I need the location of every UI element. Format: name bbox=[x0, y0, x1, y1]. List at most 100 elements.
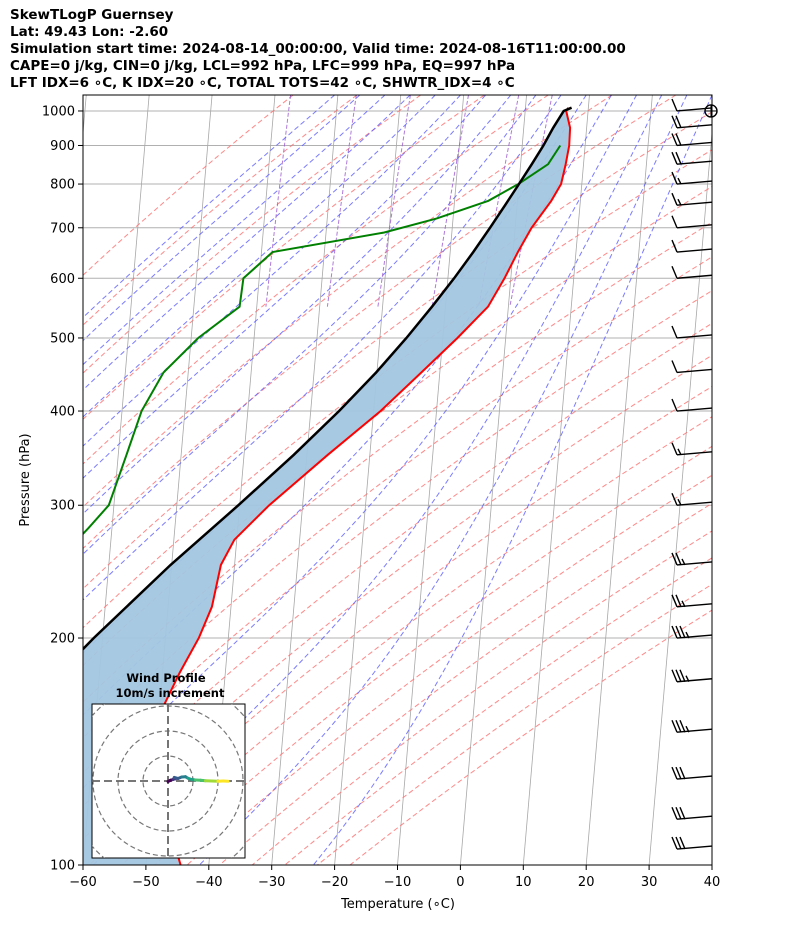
barb-flag bbox=[675, 151, 682, 165]
wind-barb bbox=[671, 192, 713, 206]
barb-half-flag bbox=[685, 631, 690, 639]
moist-adiabat-line bbox=[83, 95, 461, 447]
y-tick-label: 300 bbox=[50, 499, 75, 514]
barb-staff bbox=[676, 141, 713, 147]
barb-half-flag bbox=[677, 177, 682, 185]
barb-flag bbox=[675, 115, 682, 129]
barb-flag bbox=[671, 398, 678, 412]
dry-adiabat-line bbox=[83, 290, 712, 774]
mixing-ratio-line bbox=[265, 95, 292, 307]
location-line: Lat: 49.43 Lon: -2.60 bbox=[10, 24, 169, 40]
barb-flag bbox=[671, 325, 678, 339]
barb-staff bbox=[676, 603, 713, 608]
wind-barb bbox=[671, 115, 713, 129]
barb-half-flag bbox=[677, 448, 682, 456]
barb-flag bbox=[671, 239, 678, 253]
barb-flag bbox=[671, 192, 678, 206]
dry-adiabat-line bbox=[83, 111, 712, 590]
wind-barb bbox=[671, 151, 713, 165]
barb-flag bbox=[675, 669, 682, 683]
x-tick-label: 30 bbox=[641, 875, 658, 890]
wind-barb bbox=[671, 625, 713, 639]
barb-flag bbox=[675, 133, 682, 146]
wind-barb bbox=[671, 215, 713, 229]
isotherm-line bbox=[334, 95, 402, 865]
wind-barb bbox=[671, 669, 713, 683]
y-tick-label: 1000 bbox=[42, 104, 75, 119]
dry-adiabat-line bbox=[83, 221, 712, 704]
moist-adiabat-line bbox=[83, 95, 335, 319]
barb-half-flag bbox=[685, 675, 690, 683]
barb-flag bbox=[679, 625, 686, 639]
barb-staff bbox=[676, 248, 713, 253]
barb-half-flag bbox=[681, 600, 686, 608]
barb-flag bbox=[671, 836, 678, 850]
wind-barb bbox=[671, 325, 713, 339]
x-tick-label: 20 bbox=[578, 875, 595, 890]
barb-flag bbox=[679, 836, 686, 850]
barb-staff bbox=[676, 224, 713, 229]
shaded-region bbox=[83, 107, 572, 865]
barb-staff bbox=[676, 634, 713, 639]
isotherm-line bbox=[711, 860, 712, 865]
x-tick-label: 0 bbox=[456, 875, 464, 890]
barb-flag bbox=[671, 171, 678, 185]
wind-barb bbox=[671, 766, 713, 780]
x-axis-label: Temperature (∘C) bbox=[340, 897, 455, 912]
wind-barb bbox=[671, 398, 713, 412]
isotherm-line bbox=[522, 95, 590, 865]
wind-barb bbox=[671, 133, 713, 147]
wind-barb bbox=[671, 239, 713, 253]
wind-barb bbox=[671, 360, 713, 374]
dry-adiabat-line bbox=[349, 609, 712, 865]
axes: −60 −50 −40 −30 −20 −10 0 10 20 30 40 100 200 300 400 5… bbox=[42, 104, 720, 890]
barb-staff bbox=[676, 368, 713, 374]
barb-flag bbox=[679, 766, 686, 780]
barb-flag bbox=[679, 719, 686, 733]
y-tick-label: 800 bbox=[50, 178, 75, 193]
barb-flag bbox=[671, 442, 678, 456]
chart-header: SkewTLogP Guernsey Lat: 49.43 Lon: -2.60… bbox=[10, 7, 626, 92]
barb-flag bbox=[675, 594, 682, 608]
barb-flag bbox=[679, 806, 686, 820]
dry-adiabat-line bbox=[88, 385, 712, 865]
barb-flag bbox=[675, 625, 682, 639]
x-tick-label: −60 bbox=[69, 875, 96, 890]
barb-staff bbox=[676, 501, 713, 506]
isotherm-line bbox=[775, 95, 794, 865]
cape-fill bbox=[83, 107, 572, 865]
mixing-ratio-line bbox=[431, 95, 469, 307]
wind-barb bbox=[671, 594, 713, 608]
barb-flag bbox=[675, 552, 682, 566]
barb-staff bbox=[676, 728, 713, 733]
wind-barb bbox=[671, 836, 713, 850]
moist-adiabat-line bbox=[199, 95, 688, 865]
barb-staff bbox=[676, 274, 713, 279]
barb-flag bbox=[671, 625, 678, 639]
barb-flag bbox=[675, 836, 682, 850]
moist-adiabat-line bbox=[83, 95, 512, 515]
barb-staff bbox=[676, 815, 713, 820]
x-tick-label: −10 bbox=[384, 875, 411, 890]
dry-adiabat-line bbox=[219, 502, 712, 865]
x-tick-label: 40 bbox=[704, 875, 721, 890]
x-tick-label: 10 bbox=[515, 875, 532, 890]
barb-flag bbox=[671, 360, 678, 373]
y-axis-label: Pressure (hPa) bbox=[18, 433, 33, 526]
wind-barb bbox=[671, 442, 713, 456]
wind-barb bbox=[671, 806, 713, 820]
barb-flag bbox=[671, 151, 678, 165]
dry-adiabat-line bbox=[83, 95, 677, 550]
barb-staff bbox=[676, 180, 713, 185]
barb-half-flag bbox=[677, 198, 682, 206]
moist-adiabat-line bbox=[83, 95, 562, 601]
barb-staff bbox=[676, 775, 713, 780]
barb-staff bbox=[676, 407, 713, 412]
y-tick-label: 700 bbox=[50, 221, 75, 236]
background-lines bbox=[83, 95, 794, 865]
barb-flag bbox=[675, 766, 682, 780]
barb-flag bbox=[671, 806, 678, 820]
isotherm-line bbox=[648, 128, 712, 865]
barb-half-flag bbox=[685, 725, 690, 733]
